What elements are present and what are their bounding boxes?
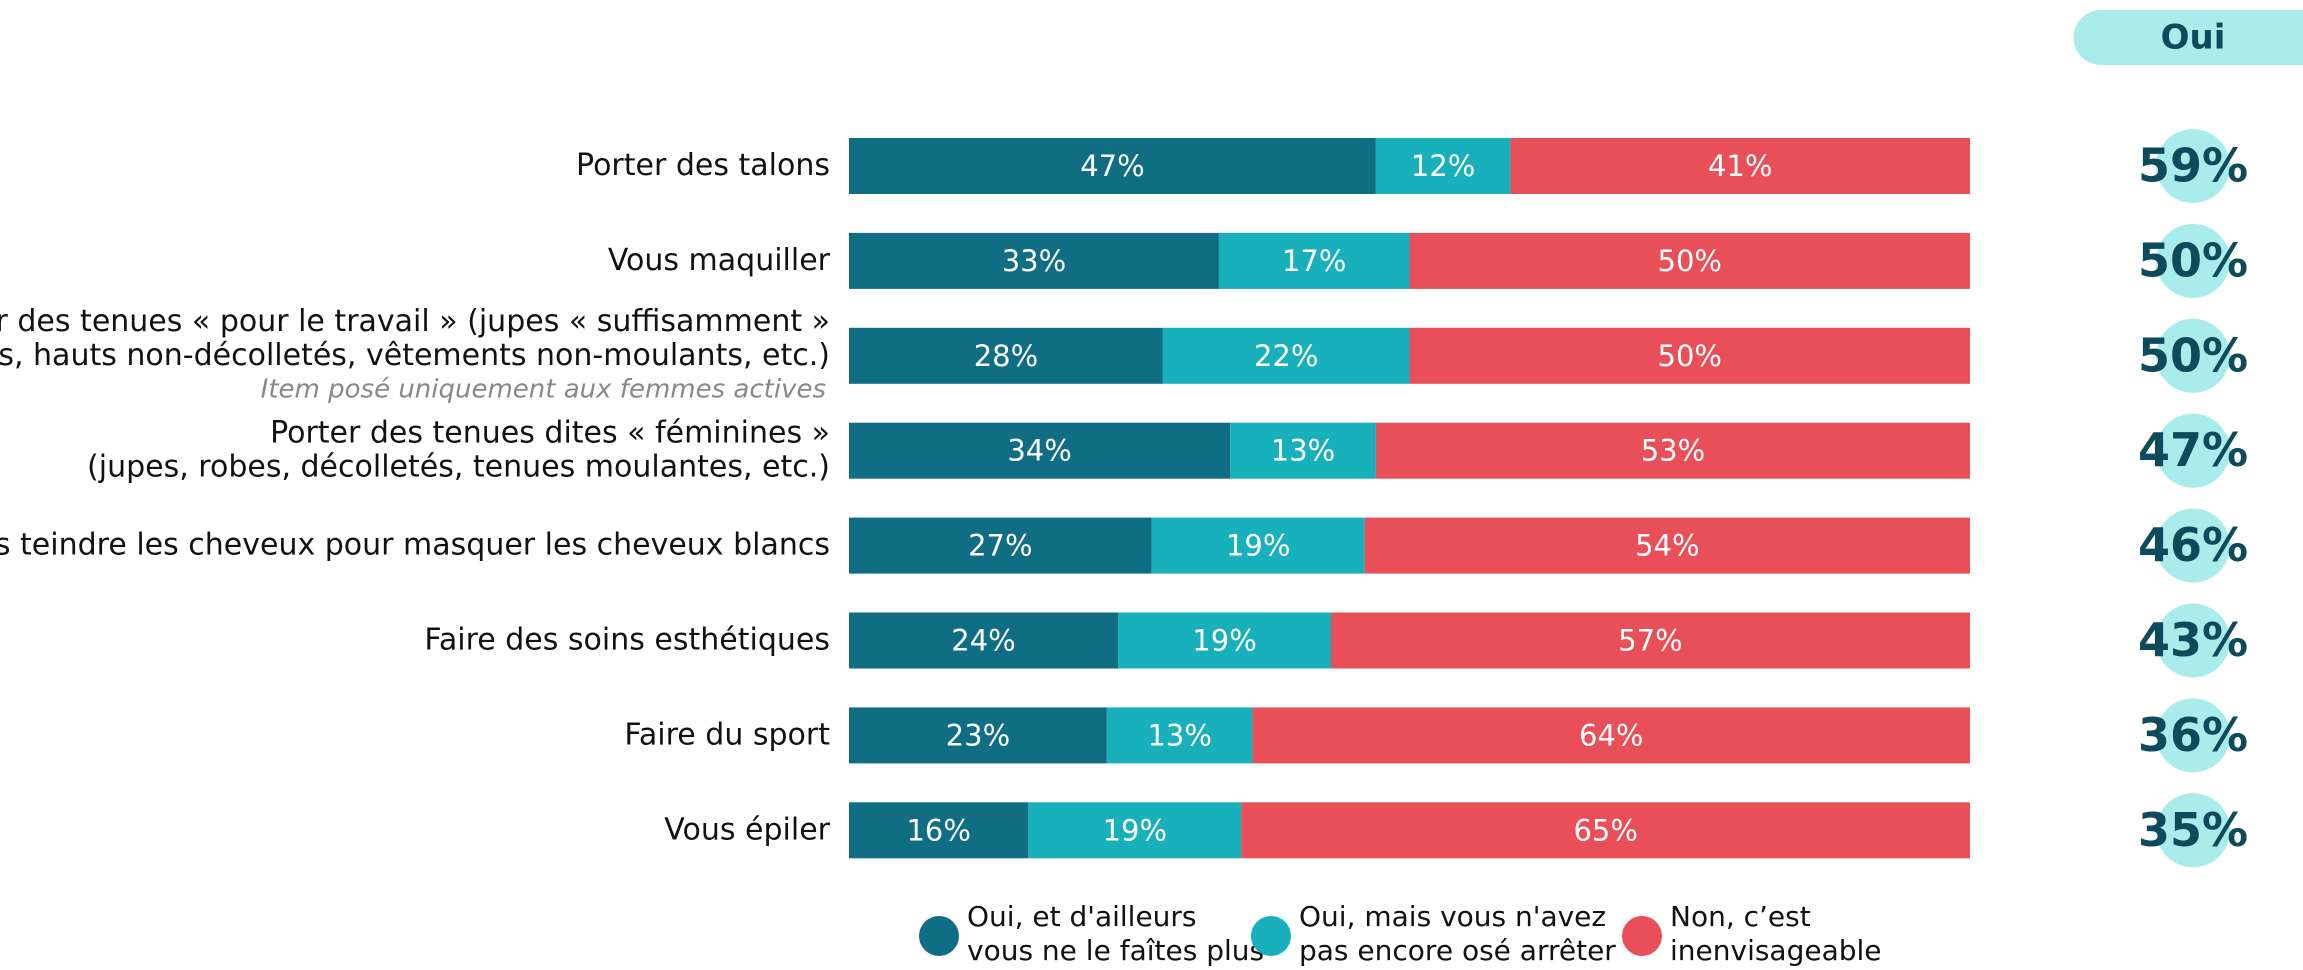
value-label: 13% (1147, 718, 1211, 752)
total-label: 35% (2138, 803, 2248, 857)
value-label: 19% (1226, 529, 1290, 563)
value-label: 12% (1411, 149, 1475, 183)
value-label: 22% (1254, 339, 1318, 373)
value-label: 19% (1192, 624, 1256, 658)
category-label: Faire des soins esthétiques (424, 622, 830, 657)
total-badge (2156, 413, 2230, 488)
total-badge (2156, 698, 2230, 773)
bar-segment (1106, 707, 1253, 764)
bar-segment (1375, 422, 1970, 479)
totals-header-badge (2073, 10, 2303, 65)
value-label: 50% (1658, 339, 1722, 373)
bar-segment (849, 138, 1376, 194)
legend-label: Oui, mais vous n'avez pas encore osé arrê… (1299, 900, 1616, 967)
total-label: 46% (2138, 518, 2248, 572)
value-label: 34% (1007, 434, 1071, 468)
bar-segment (849, 707, 1107, 764)
value-label: 33% (1002, 244, 1066, 278)
total-badge (2156, 793, 2230, 868)
category-label: Vous maquiller (608, 242, 831, 277)
bar-segment (849, 612, 1119, 669)
bar-segment (1028, 802, 1242, 859)
total-badge (2156, 603, 2230, 678)
category-label: Vous épiler (664, 812, 830, 847)
total-badge (2156, 508, 2230, 583)
bar-segment (1375, 138, 1511, 194)
legend-swatch (919, 916, 959, 956)
bar-segment (1118, 612, 1332, 669)
legend-swatch (1251, 916, 1291, 956)
bar-segment (849, 327, 1163, 384)
bar-segment (1252, 707, 1970, 764)
bar-segment (1364, 517, 1970, 574)
value-label: 47% (1080, 149, 1144, 183)
legend-label: Non, c’est inenvisageable (1670, 900, 1882, 967)
value-label: 41% (1708, 149, 1772, 183)
bar-segment (1409, 232, 1970, 289)
value-label: 19% (1103, 813, 1167, 847)
bar-segment (1151, 517, 1365, 574)
bar-segment (1162, 327, 1410, 384)
bar-segment (849, 517, 1152, 574)
value-label: 57% (1618, 624, 1682, 658)
value-label: 65% (1573, 813, 1637, 847)
bar-segment (1218, 232, 1410, 289)
legend-swatch (1622, 916, 1662, 956)
bar-segment (849, 422, 1231, 479)
total-label: 36% (2138, 708, 2248, 762)
value-label: 28% (974, 339, 1038, 373)
total-badge (2156, 223, 2230, 298)
category-label: Porter des tenues dites « féminines » (ju… (87, 415, 830, 484)
bar-segment (1331, 612, 1970, 669)
value-label: 50% (1658, 244, 1722, 278)
value-label: 53% (1641, 434, 1705, 468)
value-label: 13% (1271, 434, 1335, 468)
total-label: 47% (2138, 423, 2248, 477)
value-label: 54% (1635, 529, 1699, 563)
bar-segment (1510, 138, 1970, 194)
value-label: 64% (1579, 718, 1643, 752)
total-badge (2156, 129, 2230, 203)
total-label: 50% (2138, 328, 2248, 382)
total-label: 43% (2138, 613, 2248, 667)
bar-segment (1241, 802, 1970, 859)
bar-segment (1409, 327, 1970, 384)
total-label: 59% (2138, 139, 2248, 193)
total-label: 50% (2138, 233, 2248, 287)
category-label: Vous teindre les cheveux pour masquer le… (0, 527, 830, 562)
bar-segment (1230, 422, 1376, 479)
totals-header: Oui (2161, 18, 2226, 58)
value-label: 17% (1282, 244, 1346, 278)
category-label: Porter des talons (576, 148, 830, 183)
bar-segment (849, 802, 1029, 859)
total-badge (2156, 318, 2230, 393)
category-note: Item posé uniquement aux femmes actives (261, 374, 826, 404)
category-label: Porter des tenues « pour le travail » (j… (0, 303, 830, 372)
bar-segment (849, 232, 1219, 289)
value-label: 16% (906, 813, 970, 847)
value-label: 24% (951, 624, 1015, 658)
value-label: 27% (968, 529, 1032, 563)
category-label: Faire du sport (624, 717, 830, 752)
legend-label: Oui, et d'ailleurs vous ne le faîtes plus (967, 900, 1264, 967)
value-label: 23% (946, 718, 1010, 752)
